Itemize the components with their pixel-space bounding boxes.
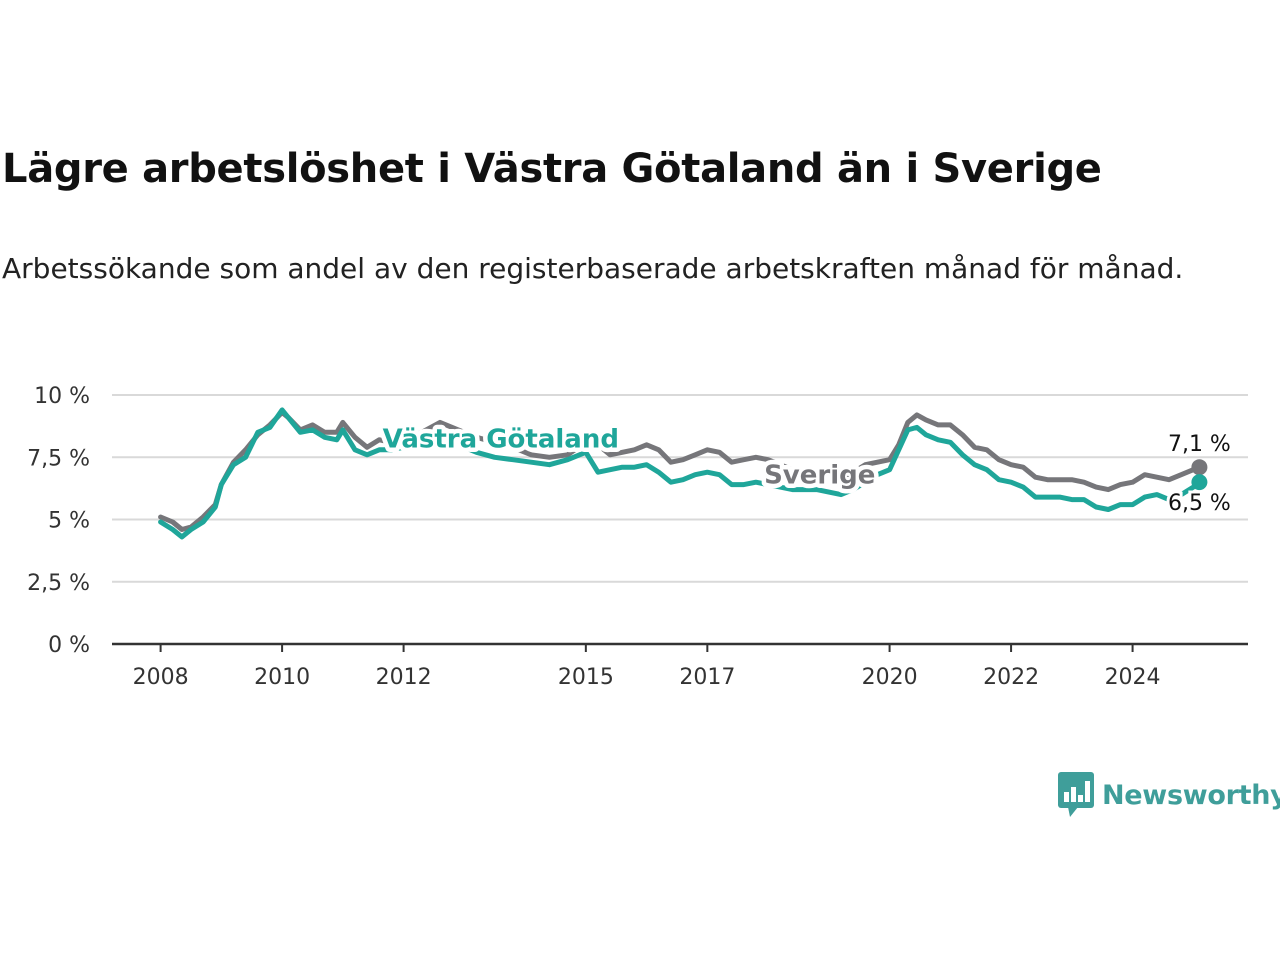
end-point <box>1191 474 1208 491</box>
x-tick-label: 2024 <box>1105 665 1161 690</box>
chart-subtitle: Arbetssökande som andel av den registerb… <box>2 252 1184 285</box>
end-value-label: 7,1 % <box>1168 432 1231 457</box>
x-tick-label: 2020 <box>862 665 918 690</box>
y-tick-label: 7,5 % <box>27 446 90 471</box>
series-line <box>158 407 1202 540</box>
series-labels: Västra Götaland Sverige <box>378 420 880 495</box>
series-label: Västra Götaland <box>383 425 619 455</box>
y-tick-label: 10 % <box>34 384 90 409</box>
end-point <box>1191 459 1208 476</box>
series-line <box>158 409 1202 532</box>
x-tick-label: 2012 <box>376 665 432 690</box>
line-chart: 0 % 2,5 % 5 % 7,5 % 10 % 2008 2010 2012 2015 201… <box>27 384 1248 690</box>
y-axis-ticks: 0 % 2,5 % 5 % 7,5 % 10 % <box>27 384 90 658</box>
end-points: 7,1 % 6,5 % <box>1165 429 1234 519</box>
x-tick-label: 2010 <box>254 665 310 690</box>
x-tick-label: 2017 <box>679 665 735 690</box>
newsworthy-logo: Newsworthy <box>1058 772 1280 818</box>
x-axis: 2008 2010 2012 2015 2017 2020 2022 2024 <box>112 642 1248 690</box>
x-tick-label: 2022 <box>983 665 1039 690</box>
grid-lines <box>112 394 1248 583</box>
series-lines <box>158 407 1202 540</box>
y-tick-label: 0 % <box>48 633 90 658</box>
x-tick-label: 2015 <box>558 665 614 690</box>
brand-name: Newsworthy <box>1102 779 1280 811</box>
series-label: Sverige <box>764 461 875 491</box>
y-tick-label: 5 % <box>48 509 90 534</box>
y-tick-label: 2,5 % <box>27 571 90 596</box>
chart-title: Lägre arbetslöshet i Västra Götaland än … <box>2 146 1102 192</box>
x-tick-label: 2008 <box>133 665 189 690</box>
end-value-label: 6,5 % <box>1168 491 1231 516</box>
newsworthy-logo-icon <box>1058 772 1094 817</box>
